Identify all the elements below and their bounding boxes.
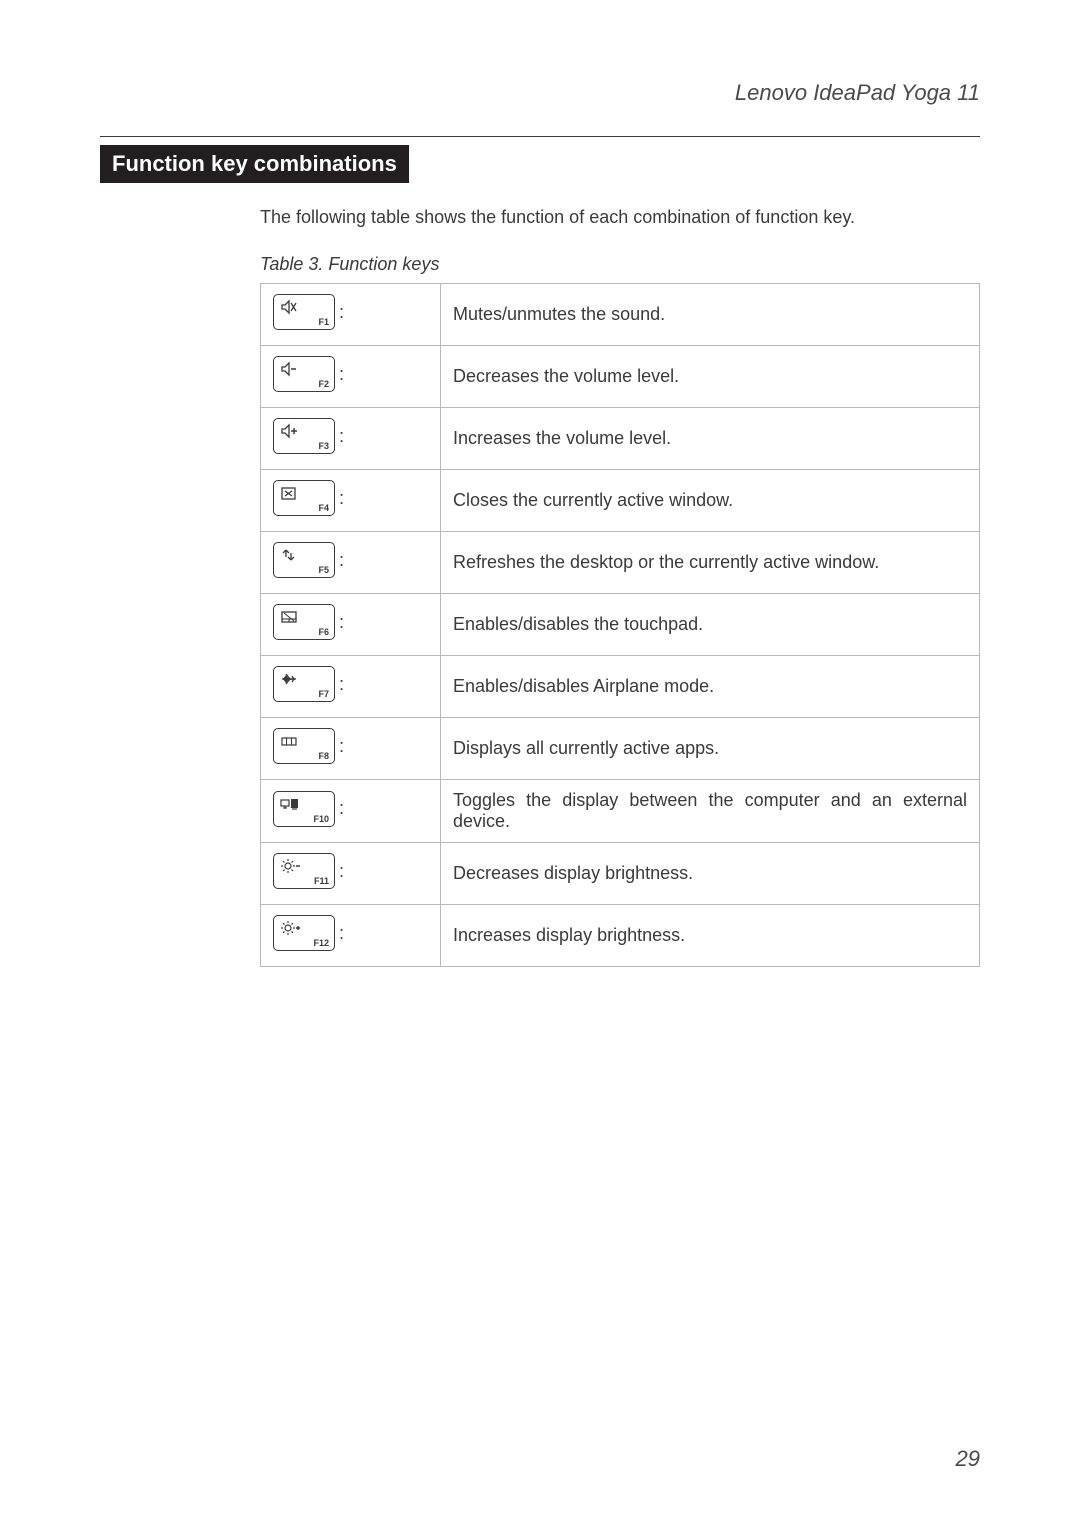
keycap-wrap: F4:	[273, 480, 344, 516]
keycap: F3	[273, 418, 335, 454]
keycap-wrap: F12:	[273, 915, 344, 951]
section-heading-wrap: Function key combinations	[100, 145, 980, 183]
f-key-label: F5	[318, 565, 329, 575]
table-row: F5: Refreshes the desktop or the currentl…	[261, 532, 980, 594]
keycap: F10	[273, 791, 335, 827]
keycap: F8	[273, 728, 335, 764]
key-cell: F5:	[261, 532, 441, 594]
table-row: F8: Displays all currently active apps.	[261, 718, 980, 780]
keycap: F4	[273, 480, 335, 516]
key-cell: F6:	[261, 594, 441, 656]
volume-down-icon	[280, 361, 302, 382]
brightness-down-icon	[280, 858, 302, 879]
table-caption: Table 3. Function keys	[260, 254, 980, 275]
colon: :	[339, 364, 344, 385]
keycap: F7	[273, 666, 335, 702]
colon: :	[339, 861, 344, 882]
airplane-icon	[280, 671, 302, 692]
display-toggle-icon	[280, 796, 302, 817]
keycap: F6	[273, 604, 335, 640]
colon: :	[339, 302, 344, 323]
key-cell: F4:	[261, 470, 441, 532]
key-cell: F7:	[261, 656, 441, 718]
description-cell: Enables/disables Airplane mode.	[441, 656, 980, 718]
f-key-label: F6	[318, 627, 329, 637]
f-key-label: F8	[318, 751, 329, 761]
keycap: F1	[273, 294, 335, 330]
colon: :	[339, 488, 344, 509]
divider	[100, 136, 980, 137]
keycap: F2	[273, 356, 335, 392]
f-key-label: F10	[313, 814, 329, 824]
table-row: F4: Closes the currently active window.	[261, 470, 980, 532]
description-cell: Enables/disables the touchpad.	[441, 594, 980, 656]
close-window-icon	[280, 485, 302, 506]
f-key-label: F2	[318, 379, 329, 389]
colon: :	[339, 736, 344, 757]
f-key-label: F7	[318, 689, 329, 699]
description-cell: Decreases the volume level.	[441, 346, 980, 408]
table-row: F7: Enables/disables Airplane mode.	[261, 656, 980, 718]
keycap-wrap: F11:	[273, 853, 344, 889]
description-cell: Increases the volume level.	[441, 408, 980, 470]
keycap-wrap: F5:	[273, 542, 344, 578]
section-intro: The following table shows the function o…	[260, 207, 980, 228]
key-cell: F8:	[261, 718, 441, 780]
keycap-wrap: F8:	[273, 728, 344, 764]
f-key-label: F4	[318, 503, 329, 513]
colon: :	[339, 674, 344, 695]
f-key-label: F12	[313, 938, 329, 948]
keycap-wrap: F1:	[273, 294, 344, 330]
colon: :	[339, 612, 344, 633]
function-keys-table: F1: Mutes/unmutes the sound. F2: Decreases …	[260, 283, 980, 967]
key-cell: F10:	[261, 780, 441, 843]
mute-icon	[280, 299, 302, 320]
description-cell: Increases display brightness.	[441, 905, 980, 967]
brightness-up-icon	[280, 920, 302, 941]
product-title: Lenovo IdeaPad Yoga 11	[100, 80, 980, 106]
key-cell: F11:	[261, 843, 441, 905]
description-cell: Mutes/unmutes the sound.	[441, 284, 980, 346]
touchpad-icon	[280, 609, 302, 630]
colon: :	[339, 426, 344, 447]
description-cell: Refreshes the desktop or the currently a…	[441, 532, 980, 594]
keycap-wrap: F7:	[273, 666, 344, 702]
section-heading: Function key combinations	[100, 145, 409, 183]
table-row: F1: Mutes/unmutes the sound.	[261, 284, 980, 346]
table-row: F11: Decreases display brightness.	[261, 843, 980, 905]
description-cell: Closes the currently active window.	[441, 470, 980, 532]
keycap: F11	[273, 853, 335, 889]
keycap-wrap: F3:	[273, 418, 344, 454]
table-row: F2: Decreases the volume level.	[261, 346, 980, 408]
key-cell: F12:	[261, 905, 441, 967]
table-row: F10: Toggles the display between the comp…	[261, 780, 980, 843]
key-cell: F1:	[261, 284, 441, 346]
volume-up-icon	[280, 423, 302, 444]
table-row: F3: Increases the volume level.	[261, 408, 980, 470]
keycap-wrap: F2:	[273, 356, 344, 392]
keycap-wrap: F6:	[273, 604, 344, 640]
description-cell: Decreases display brightness.	[441, 843, 980, 905]
key-cell: F2:	[261, 346, 441, 408]
description-cell: Toggles the display between the computer…	[441, 780, 980, 843]
f-key-label: F3	[318, 441, 329, 451]
keycap: F12	[273, 915, 335, 951]
table-row: F6: Enables/disables the touchpad.	[261, 594, 980, 656]
table-row: F12: Increases display brightness.	[261, 905, 980, 967]
keycap-wrap: F10:	[273, 791, 344, 827]
apps-icon	[280, 733, 302, 754]
colon: :	[339, 923, 344, 944]
colon: :	[339, 798, 344, 819]
page-number: 29	[956, 1446, 980, 1472]
description-cell: Displays all currently active apps.	[441, 718, 980, 780]
f-key-label: F1	[318, 317, 329, 327]
key-cell: F3:	[261, 408, 441, 470]
colon: :	[339, 550, 344, 571]
refresh-icon	[280, 547, 302, 568]
f-key-label: F11	[314, 876, 329, 886]
page: Lenovo IdeaPad Yoga 11 Function key comb…	[0, 0, 1080, 1532]
keycap: F5	[273, 542, 335, 578]
